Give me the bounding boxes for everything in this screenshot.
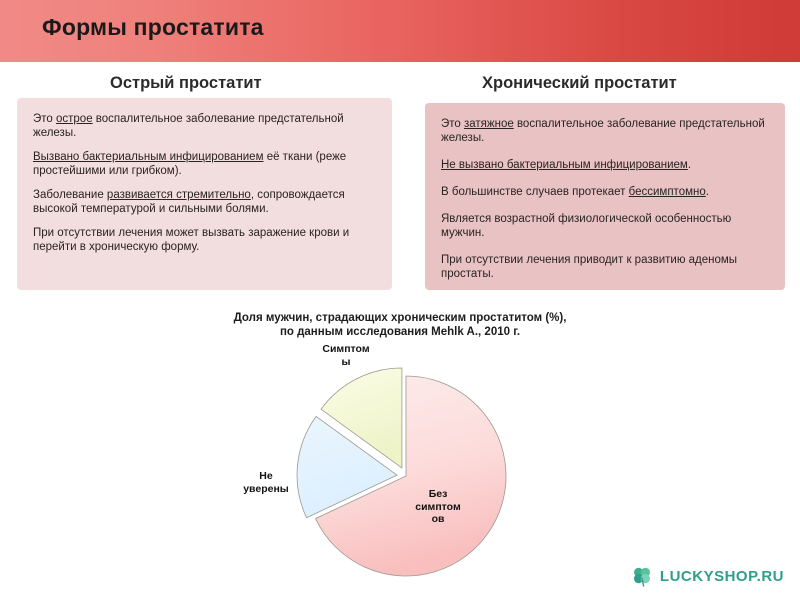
emphasized-text: бессимптомно bbox=[628, 186, 706, 198]
plain-text: Заболевание bbox=[33, 189, 107, 201]
clover-icon bbox=[633, 567, 650, 587]
page-title: Формы простатита bbox=[42, 14, 264, 40]
plain-text: Это bbox=[33, 113, 56, 125]
slice-label-no-symptoms: Без симптом ов bbox=[415, 488, 461, 525]
plain-text: Это bbox=[441, 118, 464, 130]
pie-slice[interactable] bbox=[314, 375, 507, 577]
chart-title-line-2: по данным исследования Mehlk A., 2010 г. bbox=[279, 326, 521, 338]
luckyshop-logo: LUCKYSHOP.RU bbox=[631, 565, 784, 587]
pie-chart-svg bbox=[296, 367, 507, 577]
plain-text: воспалительное заболевание предстательно… bbox=[33, 113, 344, 139]
panel-paragraph: Является возрастной физиологической особ… bbox=[441, 212, 769, 240]
panel-paragraph: Это острое воспалительное заболевание пр… bbox=[33, 112, 376, 140]
slice-label-symptoms: Симптом ы bbox=[322, 343, 370, 368]
chart-title: Доля мужчин, страдающих хроническим прос… bbox=[0, 311, 800, 339]
plain-text: При отсутствии лечения может вызвать зар… bbox=[33, 227, 350, 253]
chronic-prostatitis-panel: Это затяжное воспалительное заболевание … bbox=[425, 103, 785, 290]
emphasized-text: развивается стремительно bbox=[106, 189, 251, 201]
pie-chart: Симптом ы Не уверены Без симптом ов bbox=[0, 340, 800, 585]
emphasized-text: Вызвано бактериальным инфицированием bbox=[33, 151, 264, 163]
pie-slice[interactable] bbox=[296, 415, 398, 519]
logo-text: LUCKYSHOP.RU bbox=[659, 567, 784, 585]
panel-paragraph: Это затяжное воспалительное заболевание … bbox=[441, 117, 769, 145]
plain-text: В большинстве случаев протекает bbox=[441, 186, 629, 198]
acute-prostatitis-panel: Это острое воспалительное заболевание пр… bbox=[17, 98, 392, 290]
header-banner: Формы простатита bbox=[0, 0, 800, 62]
plain-text: При отсутствии лечения приводит к развит… bbox=[441, 254, 738, 280]
plain-text: воспалительное заболевание предстательно… bbox=[441, 118, 765, 144]
chart-title-line-1: Доля мужчин, страдающих хроническим прос… bbox=[233, 312, 567, 324]
emphasized-text: Не вызвано бактериальным инфицированием bbox=[441, 159, 688, 171]
plain-text: . bbox=[705, 186, 709, 198]
emphasized-text: острое bbox=[56, 113, 93, 125]
plain-text: Является возрастной физиологической особ… bbox=[441, 213, 732, 239]
slice-label-not-sure: Не уверены bbox=[243, 470, 289, 495]
panel-paragraph: При отсутствии лечения приводит к развит… bbox=[441, 253, 769, 281]
panel-paragraph: Не вызвано бактериальным инфицированием. bbox=[441, 158, 769, 172]
emphasized-text: затяжное bbox=[464, 118, 514, 130]
plain-text: . bbox=[687, 159, 692, 171]
panel-paragraph: Вызвано бактериальным инфицированием её … bbox=[33, 150, 376, 178]
column-heading-acute: Острый простатит bbox=[110, 74, 262, 92]
pie-slice[interactable] bbox=[320, 367, 403, 469]
column-heading-chronic: Хронический простатит bbox=[482, 74, 677, 92]
panel-paragraph: Заболевание развивается стремительно, со… bbox=[33, 188, 376, 216]
plain-text: , сопровождается высокой температурой и … bbox=[33, 189, 345, 215]
panel-paragraph: При отсутствии лечения может вызвать зар… bbox=[33, 226, 376, 254]
plain-text: её ткани (реже простейшими или грибком). bbox=[33, 151, 347, 177]
panel-paragraph: В большинстве случаев протекает бессимпт… bbox=[441, 185, 769, 199]
